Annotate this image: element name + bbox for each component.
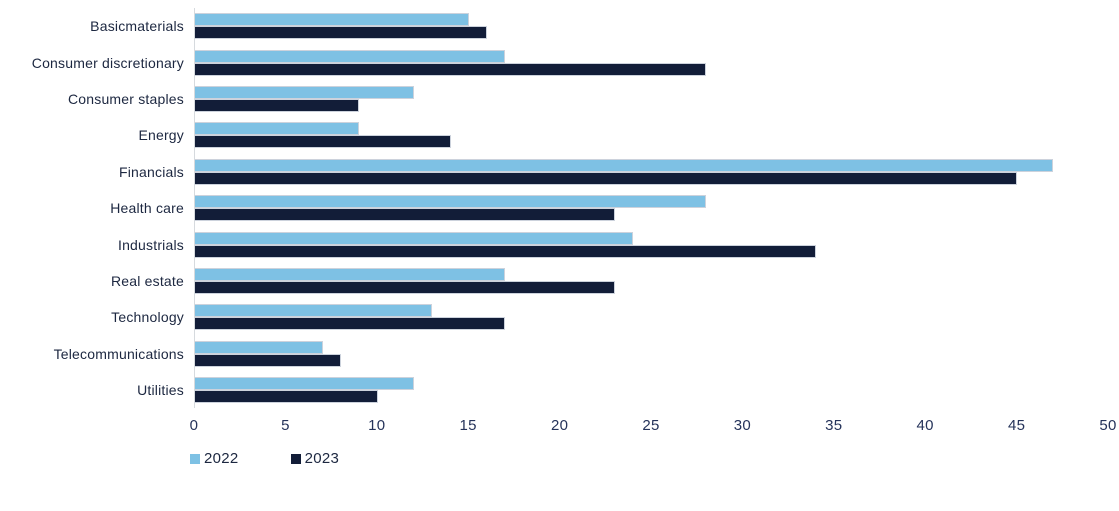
category-label: Utilities xyxy=(137,382,184,399)
chart-row: Technology xyxy=(0,299,1119,336)
bar-2022[interactable] xyxy=(195,49,506,63)
bar-group xyxy=(194,299,1108,336)
bar-2023[interactable] xyxy=(195,353,342,367)
bar-2023[interactable] xyxy=(195,244,816,258)
bar-group xyxy=(194,226,1108,263)
x-axis-tick-label: 20 xyxy=(550,417,569,435)
bar-group xyxy=(194,117,1108,154)
legend-swatch-icon xyxy=(290,453,301,464)
bar-2022[interactable] xyxy=(195,122,360,136)
x-axis-tick-label: 5 xyxy=(281,417,290,435)
legend-item-2022[interactable]: 2022 xyxy=(190,450,239,467)
x-axis-tick-label: 50 xyxy=(1099,417,1117,435)
x-axis-tick-label: 30 xyxy=(733,417,752,435)
category-label: Consumer discretionary xyxy=(31,54,184,71)
bar-2022[interactable] xyxy=(195,195,707,209)
bar-2023[interactable] xyxy=(195,171,1017,185)
bar-group xyxy=(194,262,1108,300)
legend-item-2023[interactable]: 2023 xyxy=(290,450,340,468)
chart-row: Health care xyxy=(0,189,1119,227)
bar-2022[interactable] xyxy=(195,340,323,354)
chart-row: Utilities xyxy=(0,371,1119,409)
x-axis-tick-label: 0 xyxy=(189,417,199,435)
chart-row: Consumer staples xyxy=(0,80,1119,118)
category-label: Industrials xyxy=(117,236,184,253)
bar-2023[interactable] xyxy=(195,135,451,149)
x-axis: 0 5 10 15 20 25 30 35 40 45 50 xyxy=(190,408,1117,440)
x-axis-tick-label: 40 xyxy=(916,417,934,435)
bar-2023[interactable] xyxy=(195,317,506,331)
chart-row: Consumer discretionary xyxy=(0,44,1119,81)
bar-2023[interactable] xyxy=(195,98,360,112)
bar-group xyxy=(194,44,1108,81)
bar-2022[interactable] xyxy=(195,231,634,245)
x-axis-tick-label: 35 xyxy=(825,417,843,435)
legend: 2022 2023 xyxy=(190,450,1119,467)
category-label: Telecommunications xyxy=(53,345,184,362)
bar-group xyxy=(194,189,1108,227)
x-axis-tick-label: 25 xyxy=(642,417,660,435)
bar-2022[interactable] xyxy=(195,377,415,391)
chart-row: Basicmaterials xyxy=(0,8,1119,45)
x-axis-tick-label: 45 xyxy=(1007,417,1026,435)
bar-2022[interactable] xyxy=(195,267,506,281)
chart-row: Real estate xyxy=(0,262,1119,300)
bar-2023[interactable] xyxy=(195,62,707,76)
chart-row: Telecommunications xyxy=(0,335,1119,372)
bar-group xyxy=(194,8,1108,45)
category-label: Health care xyxy=(110,200,184,217)
bar-group xyxy=(194,335,1108,372)
bar-2023[interactable] xyxy=(195,208,615,222)
plot-area: Basicmaterials Consumer discretionary Cons… xyxy=(0,8,1119,409)
bar-2022[interactable] xyxy=(195,85,415,99)
bar-group xyxy=(194,153,1108,190)
bar-2023[interactable] xyxy=(195,280,615,294)
bar-2022[interactable] xyxy=(195,13,469,27)
legend-label: 2023 xyxy=(304,450,340,468)
category-label: Consumer staples xyxy=(67,90,184,107)
chart-row: Industrials xyxy=(0,226,1119,263)
bar-2022[interactable] xyxy=(195,158,1054,172)
category-label: Real estate xyxy=(110,272,184,289)
category-label: Technology xyxy=(111,309,184,326)
chart-row: Financials xyxy=(0,153,1119,190)
chart-row: Energy xyxy=(0,117,1119,154)
x-axis-tick-label: 15 xyxy=(459,417,477,435)
bar-group xyxy=(194,80,1108,118)
legend-swatch-icon xyxy=(190,453,200,464)
bar-2023[interactable] xyxy=(195,390,378,404)
category-label: Financials xyxy=(118,163,184,180)
x-axis-tick-label: 10 xyxy=(368,417,386,435)
bar-2022[interactable] xyxy=(195,304,433,318)
bar-2023[interactable] xyxy=(195,26,488,40)
category-label: Basicmaterials xyxy=(90,18,184,35)
legend-label: 2022 xyxy=(204,450,239,468)
category-label: Energy xyxy=(138,127,184,144)
bar-group xyxy=(194,371,1108,409)
